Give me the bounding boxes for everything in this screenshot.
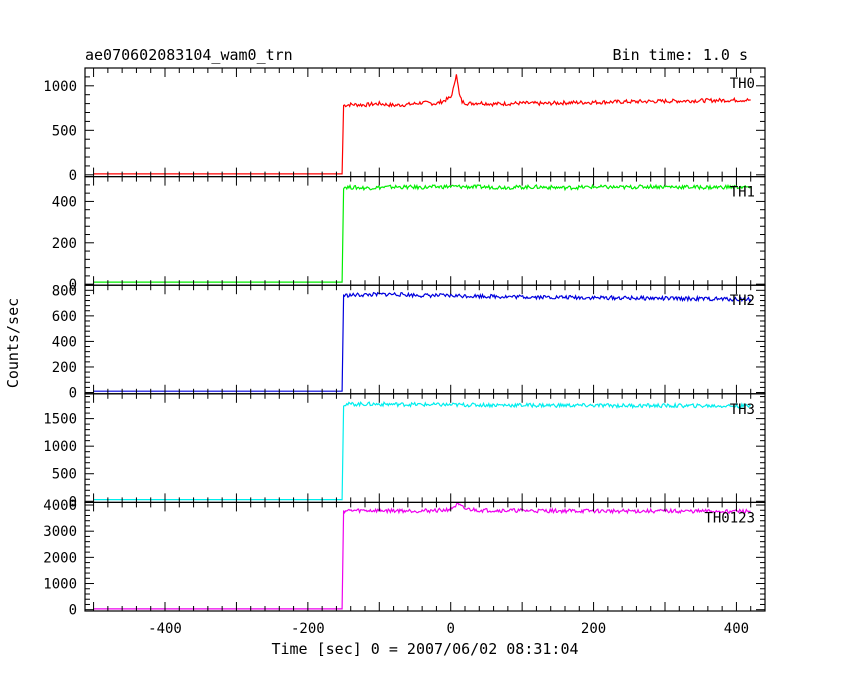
panel-label-th0123: TH0123 [704, 510, 755, 526]
panel-label-th0: TH0 [730, 76, 755, 92]
y-tick-label: 2000 [43, 550, 77, 566]
y-tick-label: 3000 [43, 524, 77, 540]
x-tick-labels: -400 -200 0 200 400 [148, 621, 749, 637]
panel-label-th2: TH2 [730, 293, 755, 309]
series-line-th0123 [93, 502, 751, 610]
y-tick-label: 1000 [43, 577, 77, 593]
y-tick-label: 0 [69, 386, 77, 402]
x-tick-label: 400 [724, 621, 749, 637]
x-tick-label: -200 [291, 621, 325, 637]
y-tick-label: 0 [69, 277, 77, 293]
panel-frame [84, 393, 766, 503]
x-axis-label: Time [sec] 0 = 2007/06/02 08:31:04 [271, 640, 578, 658]
y-tick-label: 600 [52, 309, 77, 325]
y-tick-label: 4000 [43, 498, 77, 514]
panel-frame [84, 501, 766, 612]
panel-th0: 0 500 1000 TH0 [43, 67, 766, 184]
y-tick-label: 1000 [43, 79, 77, 95]
series-line-th3 [93, 400, 751, 501]
y-tick-label: 1500 [43, 412, 77, 428]
series-line-th2 [93, 291, 752, 392]
panel-th2: 0 200 400 600 800 TH2 [52, 283, 766, 402]
y-tick-label: 500 [52, 123, 77, 139]
panel-th0123: 0 1000 2000 3000 4000 TH0123 [43, 498, 766, 619]
chart-title: ae070602083104_wam0_trn [85, 46, 293, 64]
panel-label-th1: TH1 [730, 185, 755, 201]
series-line-th1 [93, 183, 751, 283]
bin-time-label: Bin time: 1.0 s [613, 46, 748, 64]
panel-frame [84, 176, 766, 286]
panel-th3: 0 500 1000 1500 TH3 [43, 393, 766, 510]
y-tick-label: 500 [52, 467, 77, 483]
y-axis-label: Counts/sec [4, 298, 22, 388]
y-tick-label: 200 [52, 236, 77, 252]
panels-group: 0 500 1000 TH0 0 200 400 TH1 0 200 400 600 800 TH2 0 50… [43, 67, 766, 619]
panel-frame [84, 284, 766, 395]
panel-frame [84, 67, 766, 178]
y-tick-label: 0 [69, 168, 77, 184]
y-tick-label: 800 [52, 283, 77, 299]
panel-label-th3: TH3 [730, 402, 755, 418]
y-tick-label: 400 [52, 334, 77, 350]
x-tick-label: 0 [446, 621, 454, 637]
x-tick-label: -400 [148, 621, 182, 637]
y-tick-label: 400 [52, 194, 77, 210]
series-line-th0 [93, 74, 751, 175]
y-tick-label: 1000 [43, 439, 77, 455]
y-tick-label: 0 [69, 603, 77, 619]
y-tick-label: 200 [52, 360, 77, 376]
x-tick-label: 200 [581, 621, 606, 637]
y-tick-label: 0 [69, 494, 77, 510]
panel-th1: 0 200 400 TH1 [52, 176, 766, 293]
